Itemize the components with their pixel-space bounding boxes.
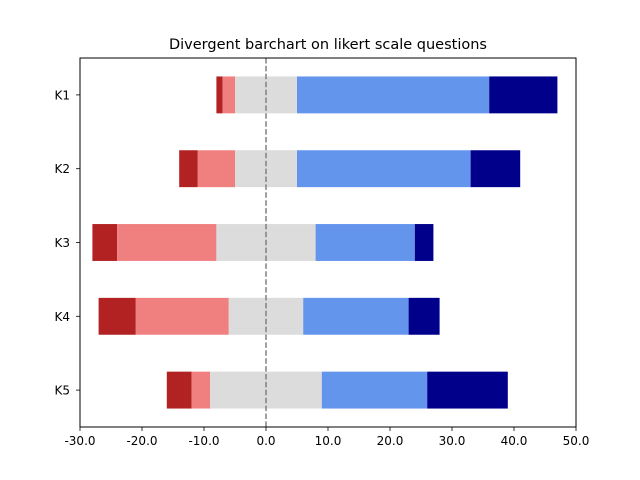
bar-segment-k4-4 (303, 297, 409, 335)
bars-group (92, 76, 558, 409)
y-tick-label: K5 (54, 384, 70, 398)
x-axis: -30.0 -20.0 -10.0 0.0 10.0 20.0 30.0 40.0 50.0 (64, 427, 589, 448)
bar-segment-k2-2 (197, 150, 235, 188)
bar-segment-k3-4 (315, 224, 415, 261)
bar-segment-k5-5 (427, 371, 508, 409)
bar-segment-k5-4 (321, 371, 428, 409)
x-tick-label: 40.0 (501, 434, 528, 448)
x-tick-label: 20.0 (377, 434, 404, 448)
bar-segment-k1-2 (222, 76, 235, 114)
bar-segment-k2-1 (179, 150, 198, 188)
y-tick-label: K2 (54, 162, 70, 176)
bar-segment-k4-2 (135, 297, 229, 335)
bar-segment-k2-4 (297, 150, 471, 188)
y-tick-label: K3 (54, 236, 70, 250)
chart-title: Divergent barchart on likert scale quest… (169, 37, 487, 53)
y-axis: K1 K2 K3 K4 K5 (54, 88, 80, 398)
bar-segment-k3-1 (92, 224, 118, 261)
x-tick-label: 0.0 (256, 434, 275, 448)
bar-segment-k4-5 (408, 297, 440, 335)
y-tick-label: K1 (54, 88, 70, 102)
bar-segment-k3-2 (117, 224, 217, 261)
bar-segment-k1-1 (216, 76, 223, 114)
x-tick-label: -30.0 (64, 434, 95, 448)
x-tick-label: 30.0 (439, 434, 466, 448)
x-tick-label: 50.0 (563, 434, 590, 448)
bar-segment-k2-5 (470, 150, 521, 188)
bar-segment-k4-1 (98, 297, 136, 335)
bar-segment-k1-5 (489, 76, 558, 114)
bar-segment-k5-2 (191, 371, 211, 409)
x-tick-label: 10.0 (315, 434, 342, 448)
x-tick-label: -10.0 (188, 434, 219, 448)
bar-segment-k5-1 (166, 371, 192, 409)
bar-segment-k1-4 (297, 76, 490, 114)
y-tick-label: K4 (54, 310, 70, 324)
x-tick-label: -20.0 (126, 434, 157, 448)
bar-segment-k3-5 (414, 224, 434, 261)
